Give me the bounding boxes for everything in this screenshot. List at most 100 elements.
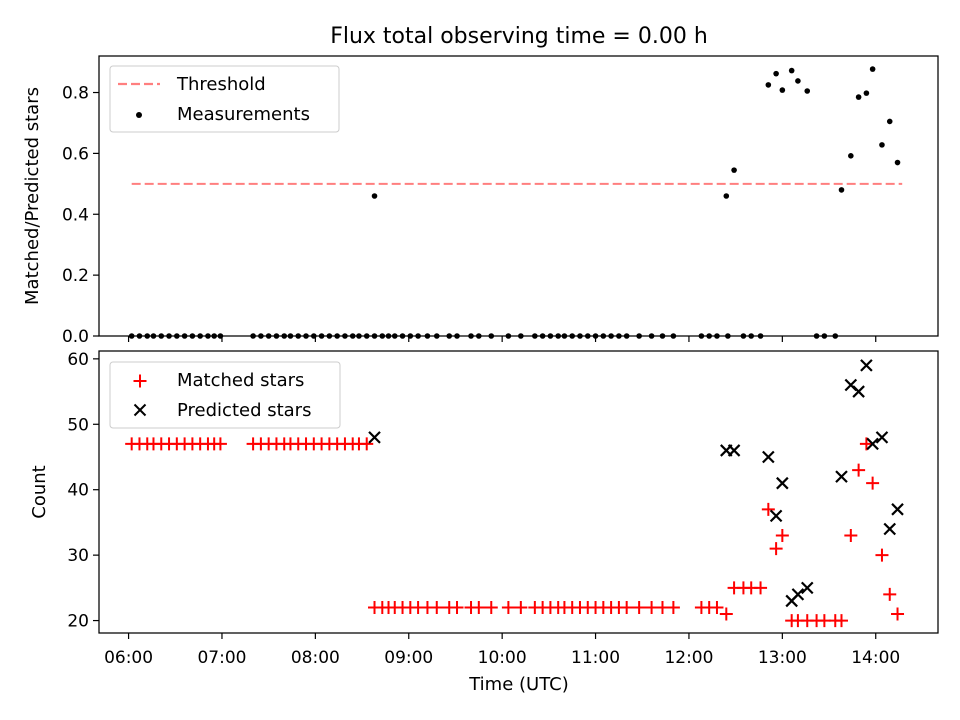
x-tick-label: 11:00 [571,648,620,668]
matched-star-point [655,600,669,614]
matched-star-point [875,548,889,562]
matched-star-point [852,463,866,477]
matched-star-point [866,476,880,490]
measurement-point [869,66,876,72]
legend-matched-label: Matched stars [177,370,304,391]
x-tick-label: 10:00 [478,648,527,668]
x-tick-label: 09:00 [384,648,433,668]
predicted-star-point [800,581,814,595]
matched-star-point [710,600,724,614]
matched-star-point [472,600,486,614]
predicted-star-point [883,522,897,536]
measurement-point [863,90,870,96]
measurement-point [855,94,862,100]
matched-star-point [501,600,515,614]
matched-star-point [775,529,789,543]
top-axes-frame [98,55,939,337]
predicted-star-point [769,509,783,523]
top-legend-box [109,65,340,133]
top-x-ticks [127,336,877,342]
matched-star-point [514,600,528,614]
top-panel: 0.00.20.40.60.8 Matched/Predicted stars … [22,55,939,347]
predicted-star-point [762,450,775,464]
top-legend: Threshold Measurements [109,65,340,133]
legend-measurements-swatch [136,112,142,118]
x-tick-label: 08:00 [291,648,340,668]
top-y-axis-label: Matched/Predicted stars [22,87,43,305]
measurement-point [788,67,795,74]
legend-measurements-label: Measurements [177,104,310,125]
legend-predicted-swatch [133,403,147,417]
bottom-x-ticks: 06:00 07:00 08:00 09:00 10:00 11:00 12:00 13:00… [104,633,900,668]
bottom-y-tick-label: 40 [67,481,89,501]
measurement-point [779,87,786,93]
x-tick-label: 13:00 [758,648,807,668]
matched-star-point [769,542,783,556]
x-tick-label: 06:00 [104,648,153,668]
top-y-tick-label: 0.2 [62,266,89,286]
measurement-point [838,187,845,193]
legend-threshold-label: Threshold [176,74,266,95]
measurement-point [723,193,730,199]
bottom-y-axis-label: Count [29,465,50,518]
matched-star-point [754,581,768,595]
x-tick-label: 12:00 [664,648,713,668]
bottom-y-tick-label: 20 [67,612,89,632]
bottom-y-tick-label: 50 [67,415,89,435]
predicted-star-point [368,431,381,444]
predicted-star-point [776,476,789,490]
predicted-star-point [875,431,889,444]
measurement-point [886,118,893,125]
top-y-tick-label: 0.8 [62,84,89,104]
measurement-point [848,153,854,159]
x-axis-label: Time (UTC) [468,674,569,695]
measurement-point [879,142,885,148]
matched-star-point [859,437,873,451]
measurement-point [894,159,901,166]
predicted-star-point [791,588,805,601]
measurement-point [765,82,772,88]
measurement-point [804,88,811,94]
measurement-point [731,167,737,173]
bottom-y-tick-label: 30 [67,546,89,566]
matched-star-point [213,437,227,451]
matched-star-point [891,607,905,621]
x-tick-label: 14:00 [851,648,900,668]
matched-star-point [360,437,374,451]
measurement-point [371,193,378,199]
bottom-axes-frame [98,350,939,634]
legend-predicted-label: Predicted stars [177,400,311,421]
predicted-star-point [727,444,741,457]
matched-star-point [844,529,858,543]
top-y-ticks: 0.0 0.2 0.4 0.6 0.8 [62,84,99,347]
matched-star-point [883,587,897,601]
predicted-star-point [866,437,879,451]
matched-star-point [620,600,634,614]
measurement-point [773,70,779,77]
legend-matched-swatch [133,374,147,388]
bottom-legend-box [109,361,341,429]
predicted-star-point [860,359,873,372]
top-y-tick-label: 0.6 [62,144,89,164]
bottom-panel: 20 30 40 50 60 06:00 07:00 08:00 09:00 10:00 11:0… [29,350,939,695]
matched-star-point [666,600,680,614]
predicted-star-point [852,385,865,398]
matched-star-point [450,600,464,614]
bottom-legend: Matched stars Predicted stars [109,361,341,429]
matched-star-point [430,600,444,614]
matched-star-point [632,600,646,614]
matched-star-point [645,600,659,614]
matched-star-point [761,502,775,516]
x-tick-label: 07:00 [197,648,246,668]
matched-star-point [834,614,848,628]
predicted-star-point [835,470,848,483]
chart-title: Flux total observing time = 0.00 h [330,24,708,49]
predicted-star-point [891,503,904,516]
bottom-y-ticks: 20 30 40 50 60 [67,350,99,632]
matched-star-point [817,614,831,628]
top-y-tick-label: 0.4 [62,205,89,225]
matched-star-point [719,607,733,621]
bottom-y-tick-label: 60 [67,350,89,370]
matched-star-point [484,600,498,614]
